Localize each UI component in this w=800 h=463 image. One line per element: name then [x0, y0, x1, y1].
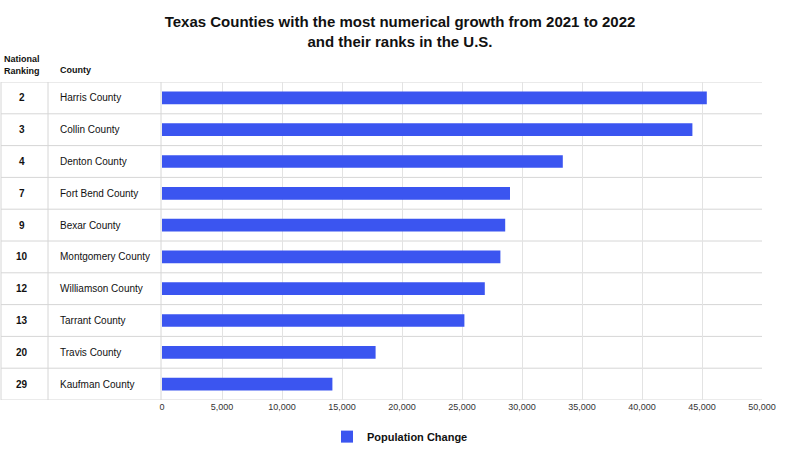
svg-text:Williamson County: Williamson County	[60, 283, 143, 294]
svg-text:2: 2	[19, 92, 25, 103]
svg-text:35,000: 35,000	[568, 402, 596, 412]
svg-text:10: 10	[16, 251, 28, 262]
svg-text:Texas Counties with the most n: Texas Counties with the most numerical g…	[165, 13, 636, 50]
svg-text:10,000: 10,000	[268, 402, 296, 412]
svg-text:Population Change: Population Change	[367, 431, 467, 443]
svg-text:Fort Bend County: Fort Bend County	[60, 188, 138, 199]
svg-text:Tarrant County: Tarrant County	[60, 315, 126, 326]
svg-text:Montgomery County: Montgomery County	[60, 251, 150, 262]
svg-text:5,000: 5,000	[211, 402, 234, 412]
svg-text:20: 20	[16, 347, 28, 358]
svg-text:15,000: 15,000	[328, 402, 356, 412]
svg-text:Travis County: Travis County	[60, 347, 121, 358]
svg-text:Kaufman County: Kaufman County	[60, 379, 135, 390]
svg-text:13: 13	[16, 315, 28, 326]
svg-text:20,000: 20,000	[388, 402, 416, 412]
svg-text:29: 29	[16, 379, 28, 390]
svg-text:Bexar County: Bexar County	[60, 220, 121, 231]
svg-text:Harris County: Harris County	[60, 92, 121, 103]
svg-text:40,000: 40,000	[628, 402, 656, 412]
svg-text:9: 9	[19, 220, 25, 231]
svg-text:Denton County: Denton County	[60, 156, 127, 167]
svg-text:Collin County: Collin County	[60, 124, 119, 135]
svg-text:0: 0	[159, 402, 164, 412]
svg-text:50,000: 50,000	[748, 402, 776, 412]
svg-text:12: 12	[16, 283, 28, 294]
svg-text:45,000: 45,000	[688, 402, 716, 412]
svg-text:30,000: 30,000	[508, 402, 536, 412]
svg-text:3: 3	[19, 124, 25, 135]
svg-text:County: County	[60, 65, 91, 75]
svg-text:25,000: 25,000	[448, 402, 476, 412]
svg-text:4: 4	[19, 156, 25, 167]
svg-text:NationalRanking: NationalRanking	[4, 54, 40, 76]
svg-text:7: 7	[19, 188, 25, 199]
